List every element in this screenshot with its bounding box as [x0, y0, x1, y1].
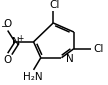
Text: O: O — [4, 19, 12, 29]
Text: N: N — [66, 54, 73, 63]
Text: N: N — [12, 37, 20, 47]
Text: −: − — [0, 21, 7, 30]
Text: H₂N: H₂N — [23, 72, 42, 82]
Text: O: O — [4, 55, 12, 65]
Text: Cl: Cl — [49, 0, 59, 10]
Text: +: + — [17, 34, 24, 43]
Text: Cl: Cl — [94, 44, 104, 54]
